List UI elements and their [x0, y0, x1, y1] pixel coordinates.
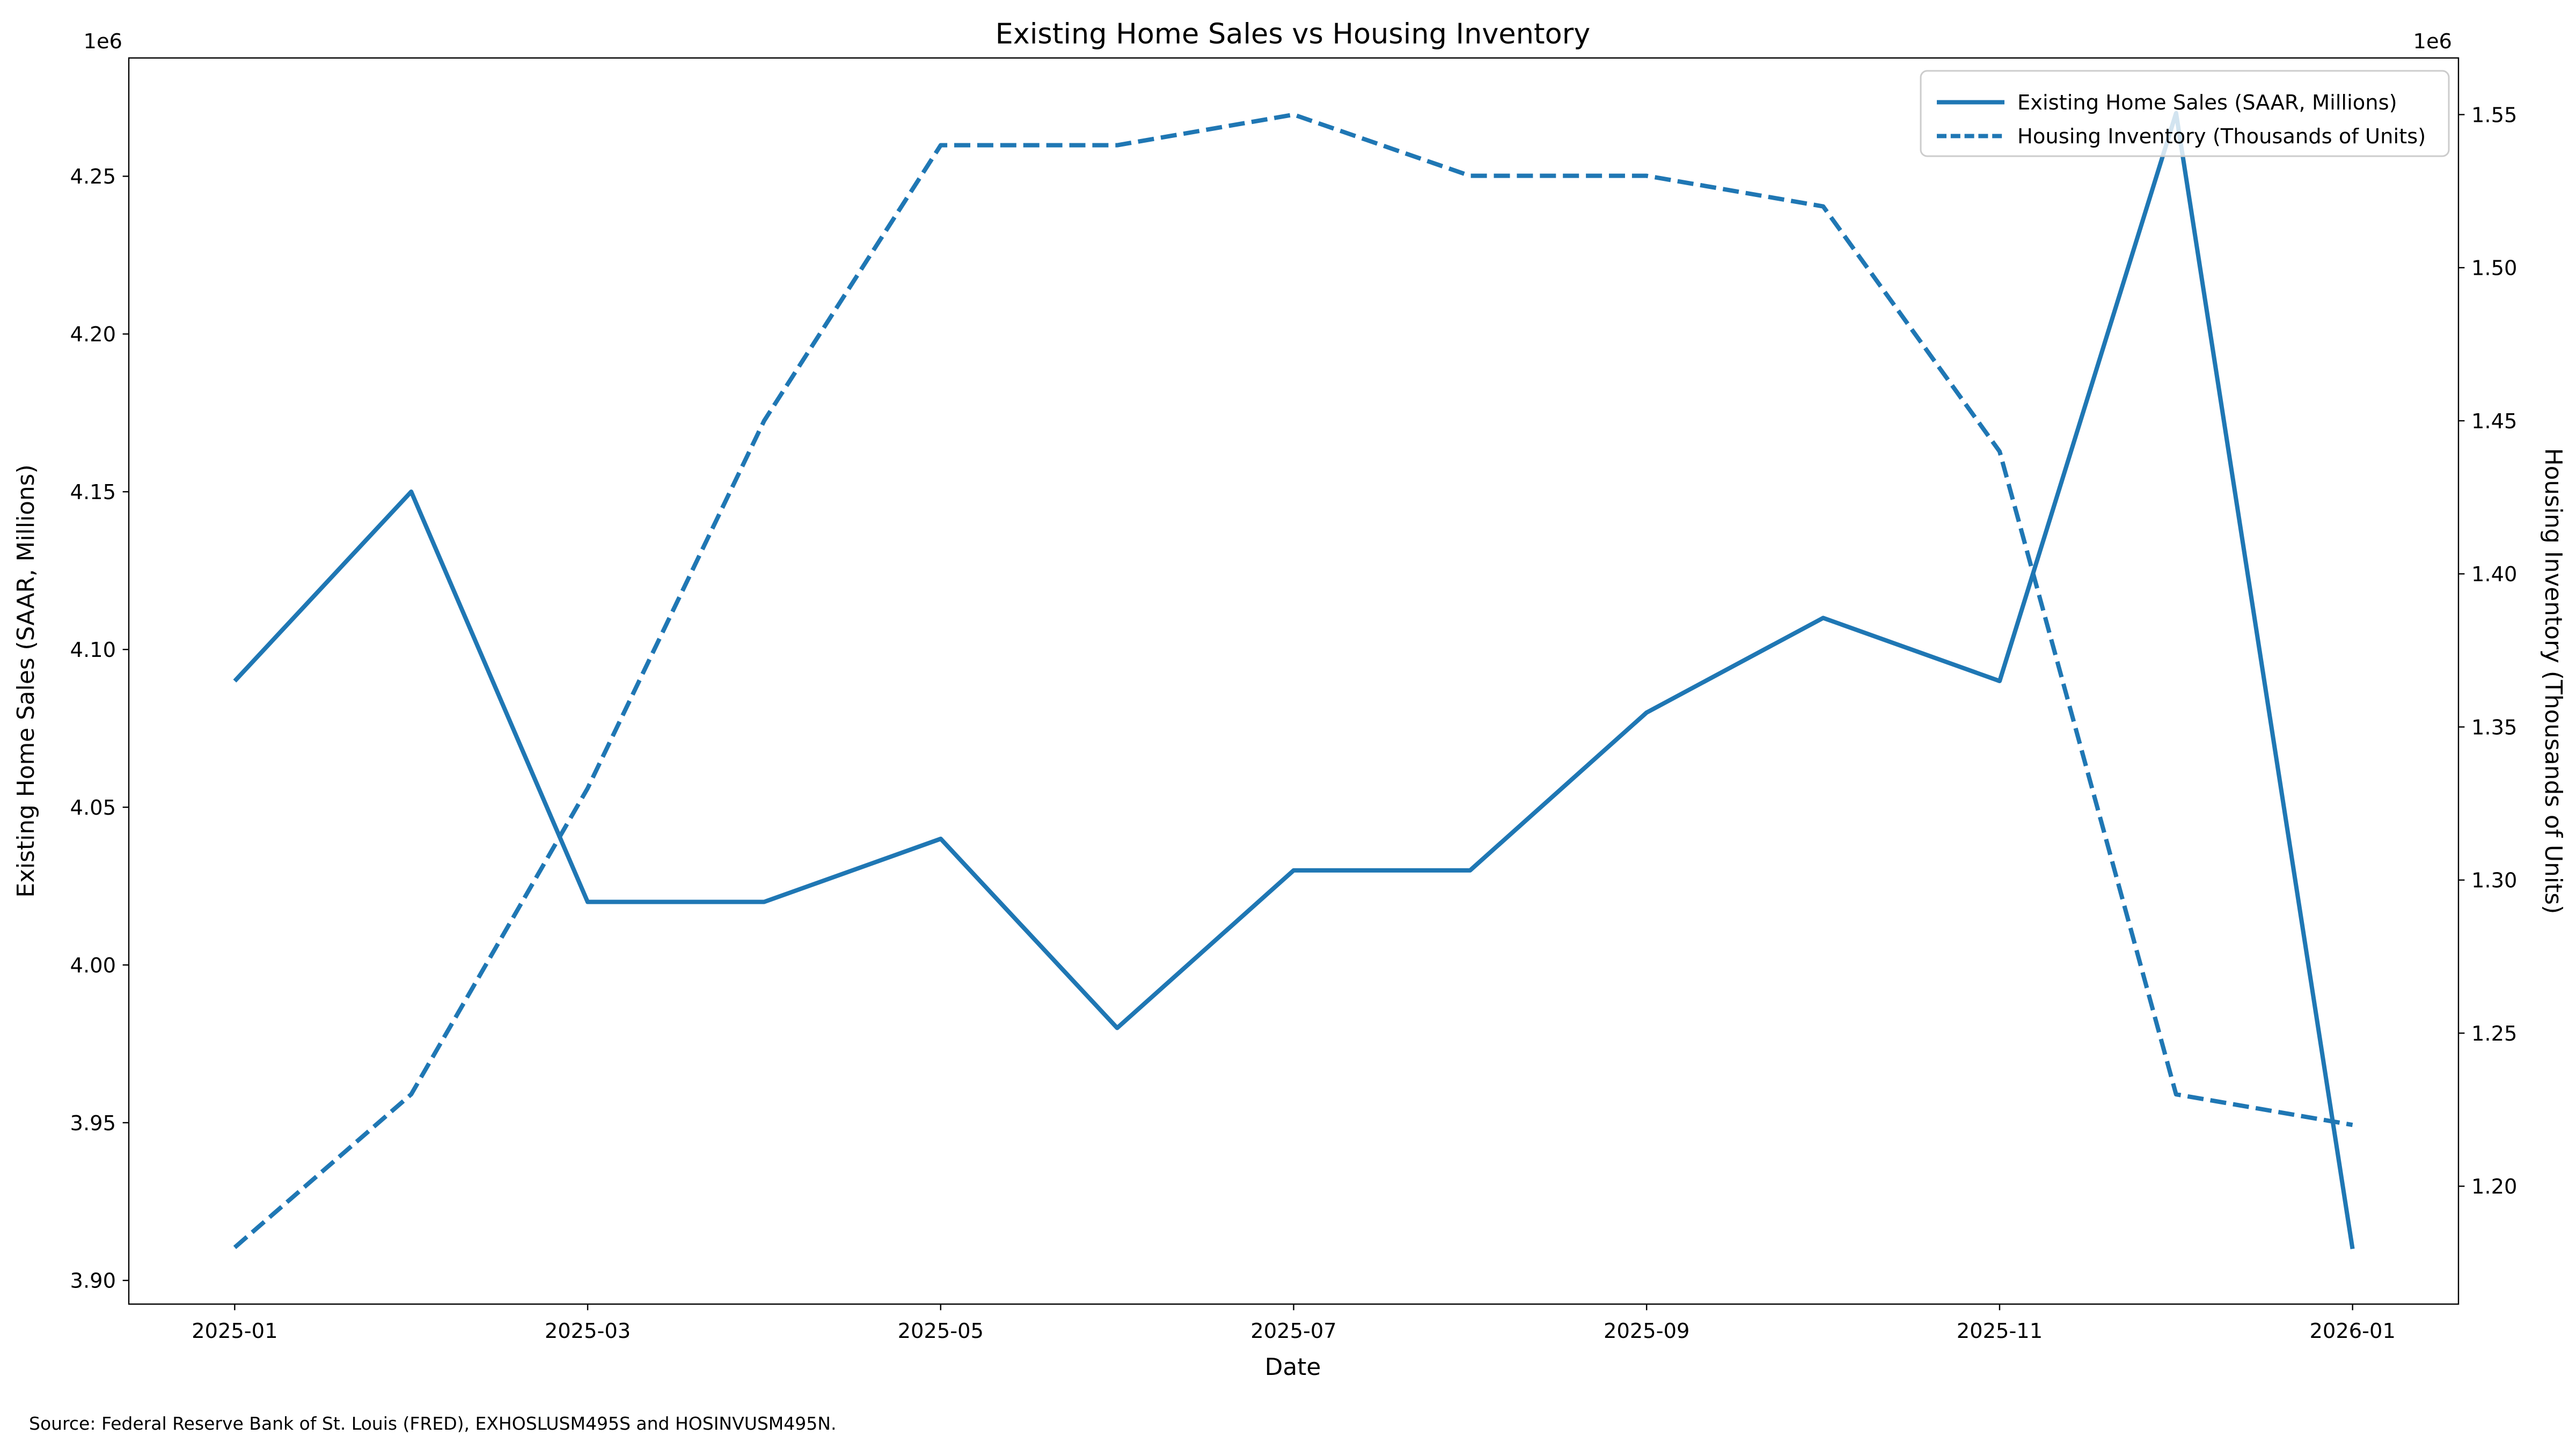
x-tick-label: 2025-01: [192, 1319, 277, 1343]
x-tick-label: 2025-03: [545, 1319, 631, 1343]
plot-area: 3.90 3.95 4.00 4.05 4.10 4.15 4.20 4.25 1.20 1.25…: [70, 57, 2517, 1343]
y-axis-label-right: Housing Inventory (Thousands of Units): [2540, 448, 2567, 914]
left-tick-label: 4.15: [70, 480, 116, 504]
x-tick-label: 2025-05: [898, 1319, 984, 1343]
left-tick-label: 3.90: [70, 1269, 116, 1293]
right-tick-label: 1.20: [2471, 1175, 2517, 1199]
sales-series-line: [233, 111, 2355, 1249]
y-axis-label-left: Existing Home Sales (SAAR, Millions): [12, 464, 40, 897]
chart-title: Existing Home Sales vs Housing Inventory: [996, 18, 1591, 50]
legend: Existing Home Sales (SAAR, Millions) Hou…: [1920, 70, 2450, 157]
axes-spines: [128, 57, 2460, 1305]
right-tick-label: 1.55: [2471, 103, 2517, 127]
legend-label-sales: Existing Home Sales (SAAR, Millions): [2017, 91, 2397, 115]
right-tick-label: 1.35: [2471, 715, 2517, 740]
left-tick-label: 4.20: [70, 323, 116, 347]
legend-label-inventory: Housing Inventory (Thousands of Units): [2017, 125, 2426, 149]
right-axis-offset-text: 1e6: [2413, 30, 2452, 54]
left-tick-label: 3.95: [70, 1111, 116, 1136]
right-tick-label: 1.25: [2471, 1022, 2517, 1046]
right-tick-label: 1.40: [2471, 562, 2517, 587]
x-tick-label: 2025-07: [1250, 1319, 1336, 1343]
x-axis-label: Date: [1265, 1353, 1321, 1381]
x-tick-label: 2025-11: [1957, 1319, 2043, 1343]
legend-box: [1920, 70, 2450, 157]
right-tick-label: 1.30: [2471, 869, 2517, 893]
x-tick-label: 2026-01: [2309, 1319, 2395, 1343]
left-tick-label: 4.25: [70, 165, 116, 189]
left-axis-offset-text: 1e6: [84, 30, 122, 54]
right-tick-label: 1.45: [2471, 409, 2517, 434]
left-tick-label: 4.10: [70, 638, 116, 662]
inventory-series-line: [233, 112, 2353, 1249]
left-tick-label: 4.05: [70, 796, 116, 820]
source-note: Source: Federal Reserve Bank of St. Loui…: [29, 1413, 836, 1434]
x-tick-label: 2025-09: [1604, 1319, 1689, 1343]
right-tick-label: 1.50: [2471, 257, 2517, 281]
left-tick-label: 4.00: [70, 954, 116, 978]
